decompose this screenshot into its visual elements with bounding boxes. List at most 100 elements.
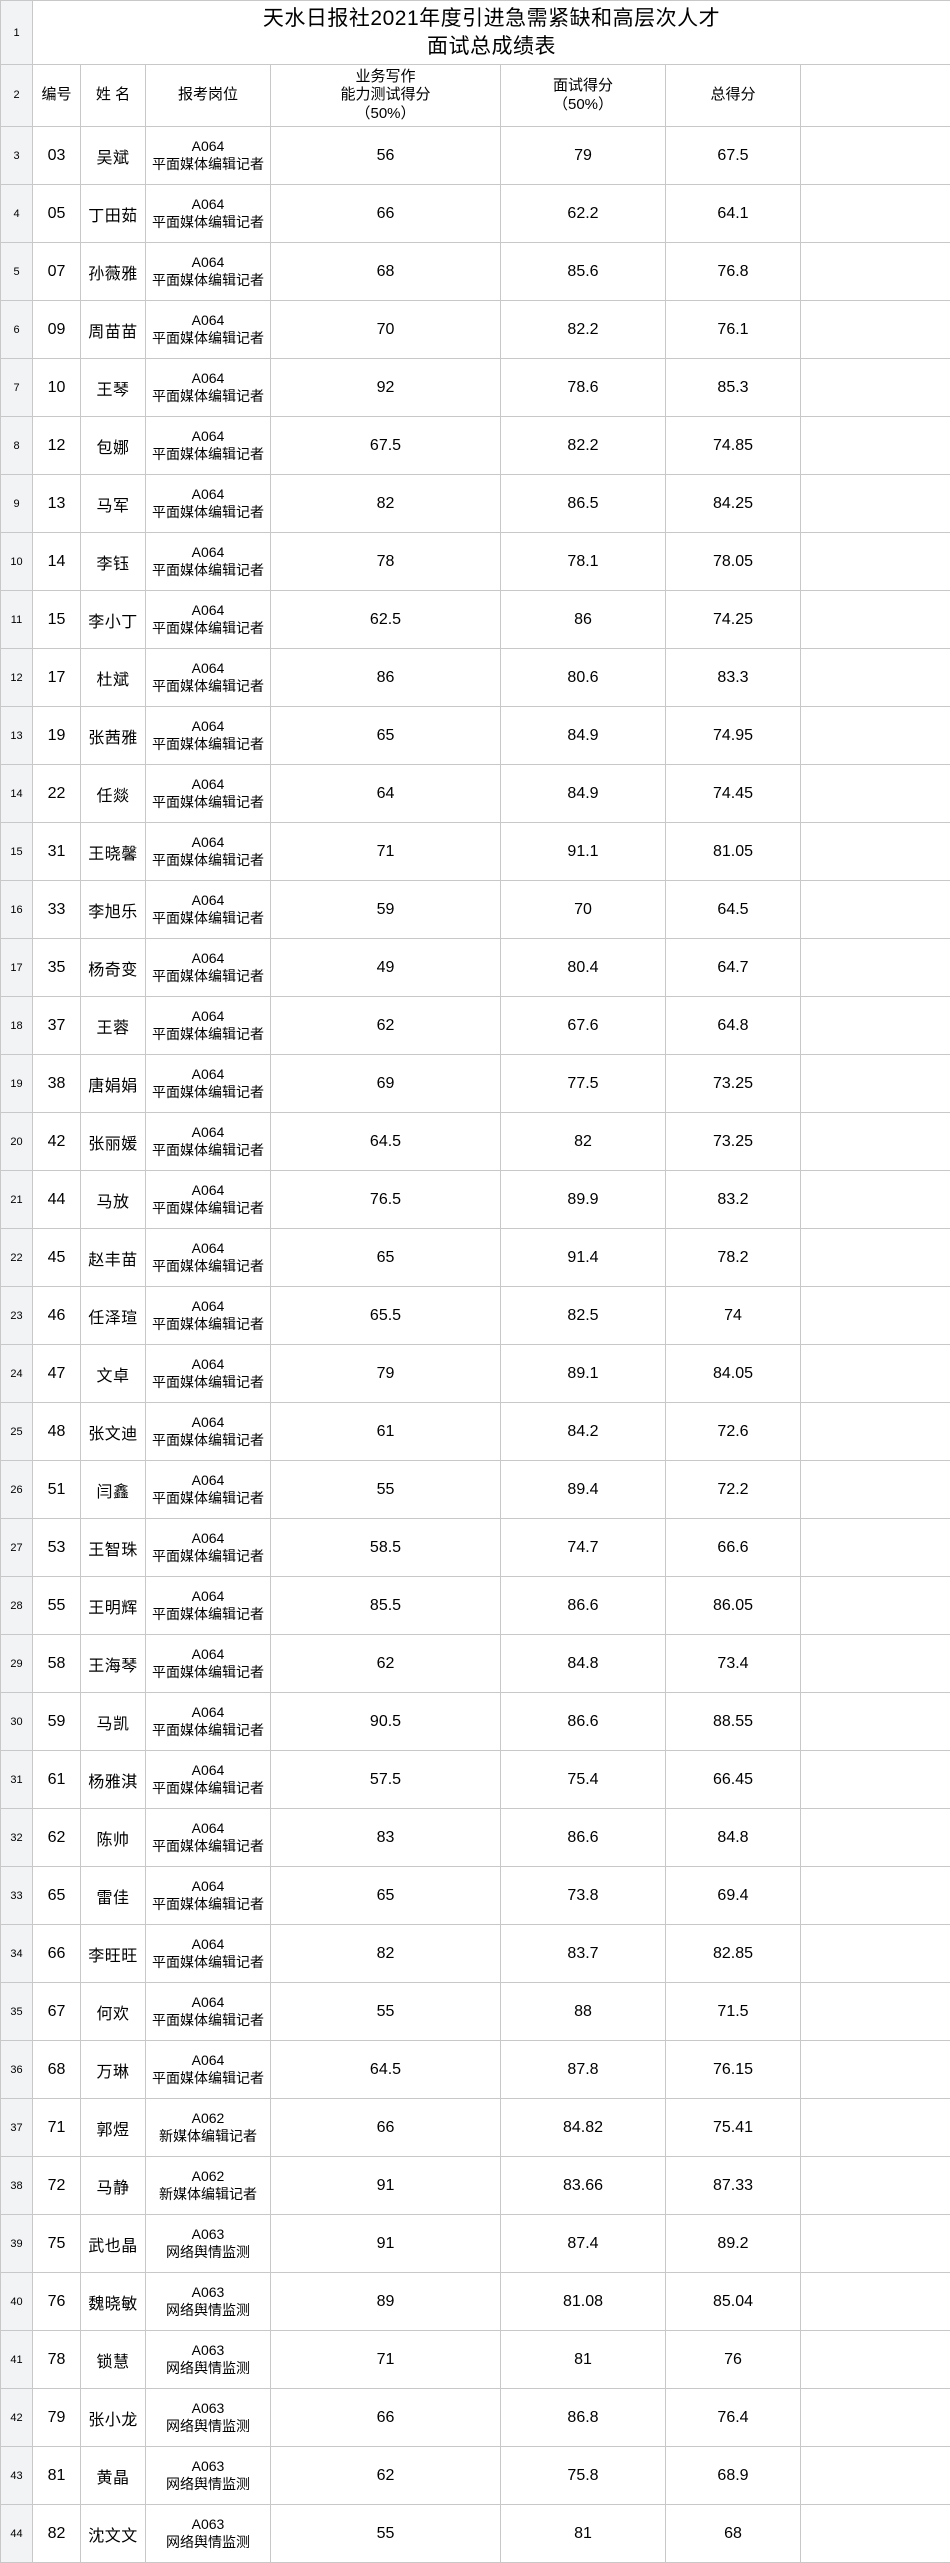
- row-header-35[interactable]: 35: [1, 1983, 33, 2041]
- cell-candidate-name: 周苗苗: [81, 301, 146, 359]
- post-code: A064: [146, 1878, 270, 1896]
- post-code: A064: [146, 196, 270, 214]
- row-header-23[interactable]: 23: [1, 1287, 33, 1345]
- row-header-21[interactable]: 21: [1, 1171, 33, 1229]
- cell-written-score: 89: [271, 2273, 501, 2331]
- cell-total-score: 66.6: [666, 1519, 801, 1577]
- post-name: 平面媒体编辑记者: [146, 1490, 270, 1508]
- cell-total-score: 84.05: [666, 1345, 801, 1403]
- row-header-14[interactable]: 14: [1, 765, 33, 823]
- cell-total-score: 74.85: [666, 417, 801, 475]
- row-header-18[interactable]: 18: [1, 997, 33, 1055]
- row-header-1[interactable]: 1: [1, 1, 33, 65]
- cell-blank: [801, 591, 950, 649]
- cell-blank: [801, 475, 950, 533]
- row-header-44[interactable]: 44: [1, 2505, 33, 2563]
- cell-candidate-id: 42: [33, 1113, 81, 1171]
- cell-oral-score: 62.2: [501, 185, 666, 243]
- post-name: 平面媒体编辑记者: [146, 1954, 270, 1972]
- cell-candidate-name: 万琳: [81, 2041, 146, 2099]
- row-header-22[interactable]: 22: [1, 1229, 33, 1287]
- row-header-43[interactable]: 43: [1, 2447, 33, 2505]
- row-header-29[interactable]: 29: [1, 1635, 33, 1693]
- cell-candidate-name: 雷佳: [81, 1867, 146, 1925]
- row-header-19[interactable]: 19: [1, 1055, 33, 1113]
- cell-written-score: 66: [271, 2389, 501, 2447]
- cell-candidate-name: 赵丰苗: [81, 1229, 146, 1287]
- row-header-27[interactable]: 27: [1, 1519, 33, 1577]
- cell-oral-score: 86.6: [501, 1693, 666, 1751]
- row-header-7[interactable]: 7: [1, 359, 33, 417]
- post-code: A062: [146, 2110, 270, 2128]
- cell-candidate-name: 王蓉: [81, 997, 146, 1055]
- cell-blank: [801, 1171, 950, 1229]
- written-header-line-1: 业务写作: [271, 68, 500, 86]
- row-header-34[interactable]: 34: [1, 1925, 33, 1983]
- row-header-8[interactable]: 8: [1, 417, 33, 475]
- post-name: 平面媒体编辑记者: [146, 794, 270, 812]
- post-code: A064: [146, 834, 270, 852]
- cell-oral-score: 82.5: [501, 1287, 666, 1345]
- row-header-40[interactable]: 40: [1, 2273, 33, 2331]
- cell-candidate-id: 46: [33, 1287, 81, 1345]
- row-header-31[interactable]: 31: [1, 1751, 33, 1809]
- title-row: 1 天水日报社2021年度引进急需紧缺和高层次人才 面试总成绩表: [1, 1, 950, 65]
- cell-candidate-name: 张文迪: [81, 1403, 146, 1461]
- row-header-17[interactable]: 17: [1, 939, 33, 997]
- row-header-20[interactable]: 20: [1, 1113, 33, 1171]
- row-header-28[interactable]: 28: [1, 1577, 33, 1635]
- cell-candidate-name: 李小丁: [81, 591, 146, 649]
- cell-blank: [801, 1577, 950, 1635]
- row-header-2[interactable]: 2: [1, 65, 33, 127]
- cell-oral-score: 89.9: [501, 1171, 666, 1229]
- row-header-30[interactable]: 30: [1, 1693, 33, 1751]
- row-header-37[interactable]: 37: [1, 2099, 33, 2157]
- written-header-line-3: （50%）: [271, 105, 500, 123]
- row-header-36[interactable]: 36: [1, 2041, 33, 2099]
- cell-candidate-name: 王琴: [81, 359, 146, 417]
- row-header-5[interactable]: 5: [1, 243, 33, 301]
- post-code: A064: [146, 1124, 270, 1142]
- post-code: A062: [146, 2168, 270, 2186]
- row-header-41[interactable]: 41: [1, 2331, 33, 2389]
- row-header-12[interactable]: 12: [1, 649, 33, 707]
- row-header-39[interactable]: 39: [1, 2215, 33, 2273]
- cell-candidate-id: 78: [33, 2331, 81, 2389]
- cell-oral-score: 82: [501, 1113, 666, 1171]
- row-header-42[interactable]: 42: [1, 2389, 33, 2447]
- row-header-11[interactable]: 11: [1, 591, 33, 649]
- cell-oral-score: 89.4: [501, 1461, 666, 1519]
- cell-blank: [801, 2389, 950, 2447]
- row-header-9[interactable]: 9: [1, 475, 33, 533]
- row-header-4[interactable]: 4: [1, 185, 33, 243]
- row-header-6[interactable]: 6: [1, 301, 33, 359]
- row-header-33[interactable]: 33: [1, 1867, 33, 1925]
- row-header-26[interactable]: 26: [1, 1461, 33, 1519]
- row-header-15[interactable]: 15: [1, 823, 33, 881]
- post-name: 平面媒体编辑记者: [146, 852, 270, 870]
- row-header-25[interactable]: 25: [1, 1403, 33, 1461]
- cell-candidate-name: 沈文文: [81, 2505, 146, 2563]
- cell-candidate-name: 唐娟娟: [81, 1055, 146, 1113]
- row-header-16[interactable]: 16: [1, 881, 33, 939]
- row-header-32[interactable]: 32: [1, 1809, 33, 1867]
- row-header-10[interactable]: 10: [1, 533, 33, 591]
- cell-candidate-id: 68: [33, 2041, 81, 2099]
- row-header-3[interactable]: 3: [1, 127, 33, 185]
- row-header-24[interactable]: 24: [1, 1345, 33, 1403]
- row-header-38[interactable]: 38: [1, 2157, 33, 2215]
- row-header-13[interactable]: 13: [1, 707, 33, 765]
